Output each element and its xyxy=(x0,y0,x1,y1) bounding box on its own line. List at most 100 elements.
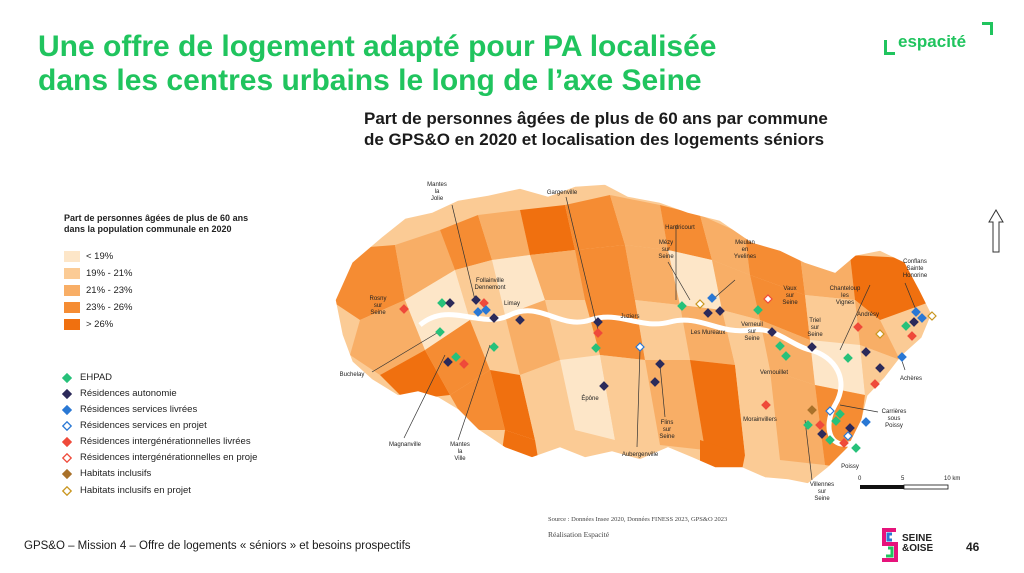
commune xyxy=(585,300,645,360)
commune xyxy=(690,360,745,455)
housing-symbol-diamond xyxy=(825,406,835,416)
housing-symbol-diamond xyxy=(843,353,853,363)
housing-symbol-diamond xyxy=(399,304,409,314)
commune xyxy=(700,215,750,275)
commune xyxy=(575,245,635,300)
housing-symbol-diamond xyxy=(907,331,917,341)
commune xyxy=(645,360,705,450)
leader-line xyxy=(839,284,871,351)
legend-swatch xyxy=(64,251,80,262)
commune xyxy=(565,195,625,250)
scale-bar xyxy=(860,484,949,490)
housing-symbol-diamond xyxy=(853,322,863,332)
label-acheres: Achères xyxy=(900,376,922,382)
housing-symbol-diamond xyxy=(861,417,871,427)
place-labels: Mantes la Jolie Gargenville Hardricourt Me… xyxy=(340,182,928,502)
housing-symbol-diamond xyxy=(897,352,907,362)
housing-symbol-diamond xyxy=(489,342,499,352)
leader-line xyxy=(457,344,491,441)
legend-symbol-label: Habitats inclusifs en projet xyxy=(80,485,191,496)
commune xyxy=(770,370,825,465)
seine-river xyxy=(418,308,991,447)
commune xyxy=(380,350,450,400)
label-conflans: Conflans Sainte Honorine xyxy=(903,259,928,279)
legend-symbol-label: Habitats inclusifs xyxy=(80,468,152,479)
housing-symbol-diamond xyxy=(473,307,483,317)
housing-symbol-diamond xyxy=(917,313,927,323)
label-villennes: Villennes sur Seine xyxy=(810,482,834,502)
housing-symbol-diamond xyxy=(861,347,871,357)
housing-symbol-diamond xyxy=(599,381,609,391)
housing-symbol-diamond xyxy=(843,431,853,441)
scale-bar-white xyxy=(903,484,949,490)
commune xyxy=(745,235,805,295)
legend-class-1: < 19% xyxy=(64,251,264,263)
housing-symbol-diamond xyxy=(479,298,489,308)
legend-class-label: > 26% xyxy=(86,319,114,330)
housing-symbol-diamond xyxy=(875,329,885,339)
commune xyxy=(490,370,535,440)
housing-symbol-diamond xyxy=(763,294,773,304)
housing-symbol-diamond xyxy=(703,308,713,318)
housing-symbol-diamond xyxy=(655,359,665,369)
partner-logo-line-2: &OISE xyxy=(902,543,934,554)
seine-et-oise-logo: SEINE &OISE xyxy=(880,522,950,568)
legend-symbol-2: Résidences autonomie xyxy=(62,388,302,400)
housing-symbol-diamond xyxy=(515,315,525,325)
label-epone: Épône xyxy=(581,395,599,402)
legend-class-4: 23% - 26% xyxy=(64,302,264,314)
label-carrieres: Carrières sous Poissy xyxy=(882,409,907,429)
housing-symbol-diamond xyxy=(443,357,453,367)
legend-title-line-1: Part de personnes âgées de plus de 60 an… xyxy=(64,213,249,223)
commune xyxy=(660,205,712,260)
label-rosny: Rosny sur Seine xyxy=(369,296,386,316)
label-follainville: Follainville Dennemont xyxy=(474,278,505,291)
housing-symbol-diamond xyxy=(807,405,817,415)
espacite-logo: espacité xyxy=(884,16,994,56)
housing-symbol-diamond xyxy=(677,301,687,311)
slide-title-line-2: dans les centres urbains le long de l’ax… xyxy=(38,64,702,97)
commune xyxy=(600,355,660,445)
housing-symbol-diamond xyxy=(817,429,827,439)
leader-line xyxy=(659,364,666,418)
legend-class-label: 23% - 26% xyxy=(86,302,133,313)
legend-class-label: 21% - 23% xyxy=(86,285,133,296)
commune xyxy=(750,275,810,340)
legend-symbol-6: Résidences intergénérationnelles en proj… xyxy=(62,452,302,464)
legend-class-5: > 26% xyxy=(64,319,264,331)
legend-class-3: 21% - 23% xyxy=(64,285,264,297)
commune xyxy=(560,355,615,440)
commune xyxy=(545,300,600,360)
label-triel: Triel sur Seine xyxy=(807,318,823,338)
housing-symbol-diamond xyxy=(753,305,763,315)
commune xyxy=(492,255,545,315)
legend-symbol-1: EHPAD xyxy=(62,372,302,384)
housing-symbol-diamond xyxy=(715,306,725,316)
commune xyxy=(805,295,860,345)
commune xyxy=(635,300,690,360)
map-source: Source : Données Insee 2020, Données FIN… xyxy=(548,516,728,523)
legend-swatch xyxy=(64,268,80,279)
label-vaux: Vaux sur Seine xyxy=(782,286,798,306)
housing-symbol-diamond xyxy=(911,307,921,317)
legend-symbol-7: Habitats inclusifs xyxy=(62,468,302,480)
commune xyxy=(722,310,770,370)
legend-swatch xyxy=(64,302,80,313)
commune xyxy=(625,245,680,305)
legend-symbol-label: Résidences autonomie xyxy=(80,388,177,399)
housing-symbol-diamond xyxy=(761,400,771,410)
housing-symbol-diamond xyxy=(481,305,491,315)
diamond-icon xyxy=(62,405,72,415)
label-chanteloup: Chanteloup les Vignes xyxy=(830,286,861,306)
housing-symbol-diamond xyxy=(909,317,919,327)
label-meulan: Meulan en Yvelines xyxy=(734,240,756,260)
label-hardricourt: Hardricourt xyxy=(665,225,695,231)
logo-bracket-right-icon xyxy=(982,22,993,35)
legend-symbol-8: Habitats inclusifs en projet xyxy=(62,485,302,497)
label-vernouillet: Vernouillet xyxy=(760,370,788,376)
legend-symbol-label: Résidences intergénérationnelles livrées xyxy=(80,436,251,447)
leader-line xyxy=(667,261,691,301)
housing-symbol-diamond xyxy=(593,317,603,327)
leader-line xyxy=(839,404,879,413)
page-number: 46 xyxy=(966,540,980,554)
